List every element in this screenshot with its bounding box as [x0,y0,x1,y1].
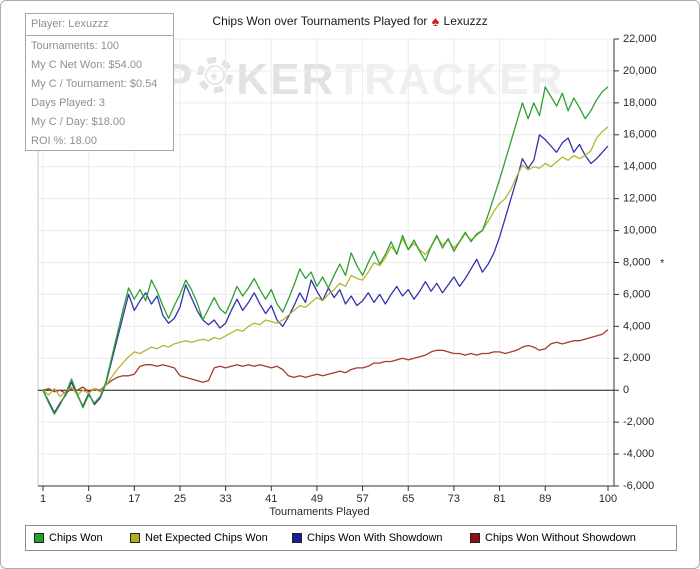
svg-text:16,000: 16,000 [623,129,657,141]
chips-won-swatch-icon [34,533,44,543]
pokerstars-spade-icon: ♠ [431,13,440,29]
legend-item-with-showdown: Chips Won With Showdown [292,526,443,550]
svg-text:2,000: 2,000 [623,352,651,364]
svg-text:0: 0 [623,384,629,396]
chart-title-text: Chips Won over Tournaments Played for [212,14,428,28]
svg-text:49: 49 [311,493,323,505]
svg-text:1: 1 [40,493,46,505]
chart-title: Chips Won over Tournaments Played for ♠ … [1,13,699,29]
legend-label: Net Expected Chips Won [145,532,268,544]
stat-days-played: Days Played: 3 [31,97,105,109]
svg-text:65: 65 [402,493,414,505]
svg-text:57: 57 [356,493,368,505]
svg-text:-6,000: -6,000 [623,480,654,492]
svg-text:18,000: 18,000 [623,97,657,109]
svg-text:17: 17 [128,493,140,505]
svg-text:25: 25 [174,493,186,505]
chart-title-player: Lexuzzz [443,14,488,28]
stat-player: Player: Lexuzzz [26,14,173,36]
svg-text:*: * [660,257,665,269]
svg-text:♠: ♠ [211,68,220,83]
svg-text:14,000: 14,000 [623,161,657,173]
legend-label: Chips Won With Showdown [307,532,443,544]
svg-text:10,000: 10,000 [623,224,657,236]
watermark-text-tracker: TRACKER [335,55,565,104]
svg-text:6,000: 6,000 [623,288,651,300]
without-showdown-swatch-icon [470,533,480,543]
svg-text:22,000: 22,000 [623,33,657,45]
svg-text:12,000: 12,000 [623,193,657,205]
svg-text:33: 33 [220,493,232,505]
legend-label: Chips Won Without Showdown [485,532,636,544]
legend-item-chips-won: Chips Won [34,526,103,550]
svg-text:100: 100 [599,493,617,505]
stat-tournaments: Tournaments: 100 [31,40,120,52]
chart-legend: Chips Won Net Expected Chips Won Chips W… [25,525,677,551]
svg-text:41: 41 [265,493,277,505]
svg-text:9: 9 [86,493,92,505]
legend-label: Chips Won [49,532,103,544]
player-stats-box: Player: Lexuzzz Tournaments: 100 My C Ne… [25,13,174,151]
svg-text:8,000: 8,000 [623,256,651,268]
stat-net-won: My C Net Won: $54.00 [31,59,143,71]
net-expected-swatch-icon [130,533,140,543]
svg-text:89: 89 [539,493,551,505]
stat-per-day: My C / Day: $18.00 [31,116,126,128]
stat-per-tournament: My C / Tournament: $0.54 [31,78,158,90]
legend-item-without-showdown: Chips Won Without Showdown [470,526,636,550]
svg-text:20,000: 20,000 [623,65,657,77]
legend-item-net-expected: Net Expected Chips Won [130,526,268,550]
poker-chip-icon: ♠ [194,55,236,105]
svg-text:73: 73 [448,493,460,505]
svg-text:-2,000: -2,000 [623,416,654,428]
svg-text:81: 81 [493,493,505,505]
stat-roi: ROI %: 18.00 [31,135,98,147]
with-showdown-swatch-icon [292,533,302,543]
svg-text:Tournaments Played: Tournaments Played [269,506,369,518]
svg-text:4,000: 4,000 [623,320,651,332]
chart-canvas: -6,000 -4,000 -2,000 0 2,000 4,000 6,000 8,000 1… [37,33,665,518]
svg-text:-4,000: -4,000 [623,448,654,460]
